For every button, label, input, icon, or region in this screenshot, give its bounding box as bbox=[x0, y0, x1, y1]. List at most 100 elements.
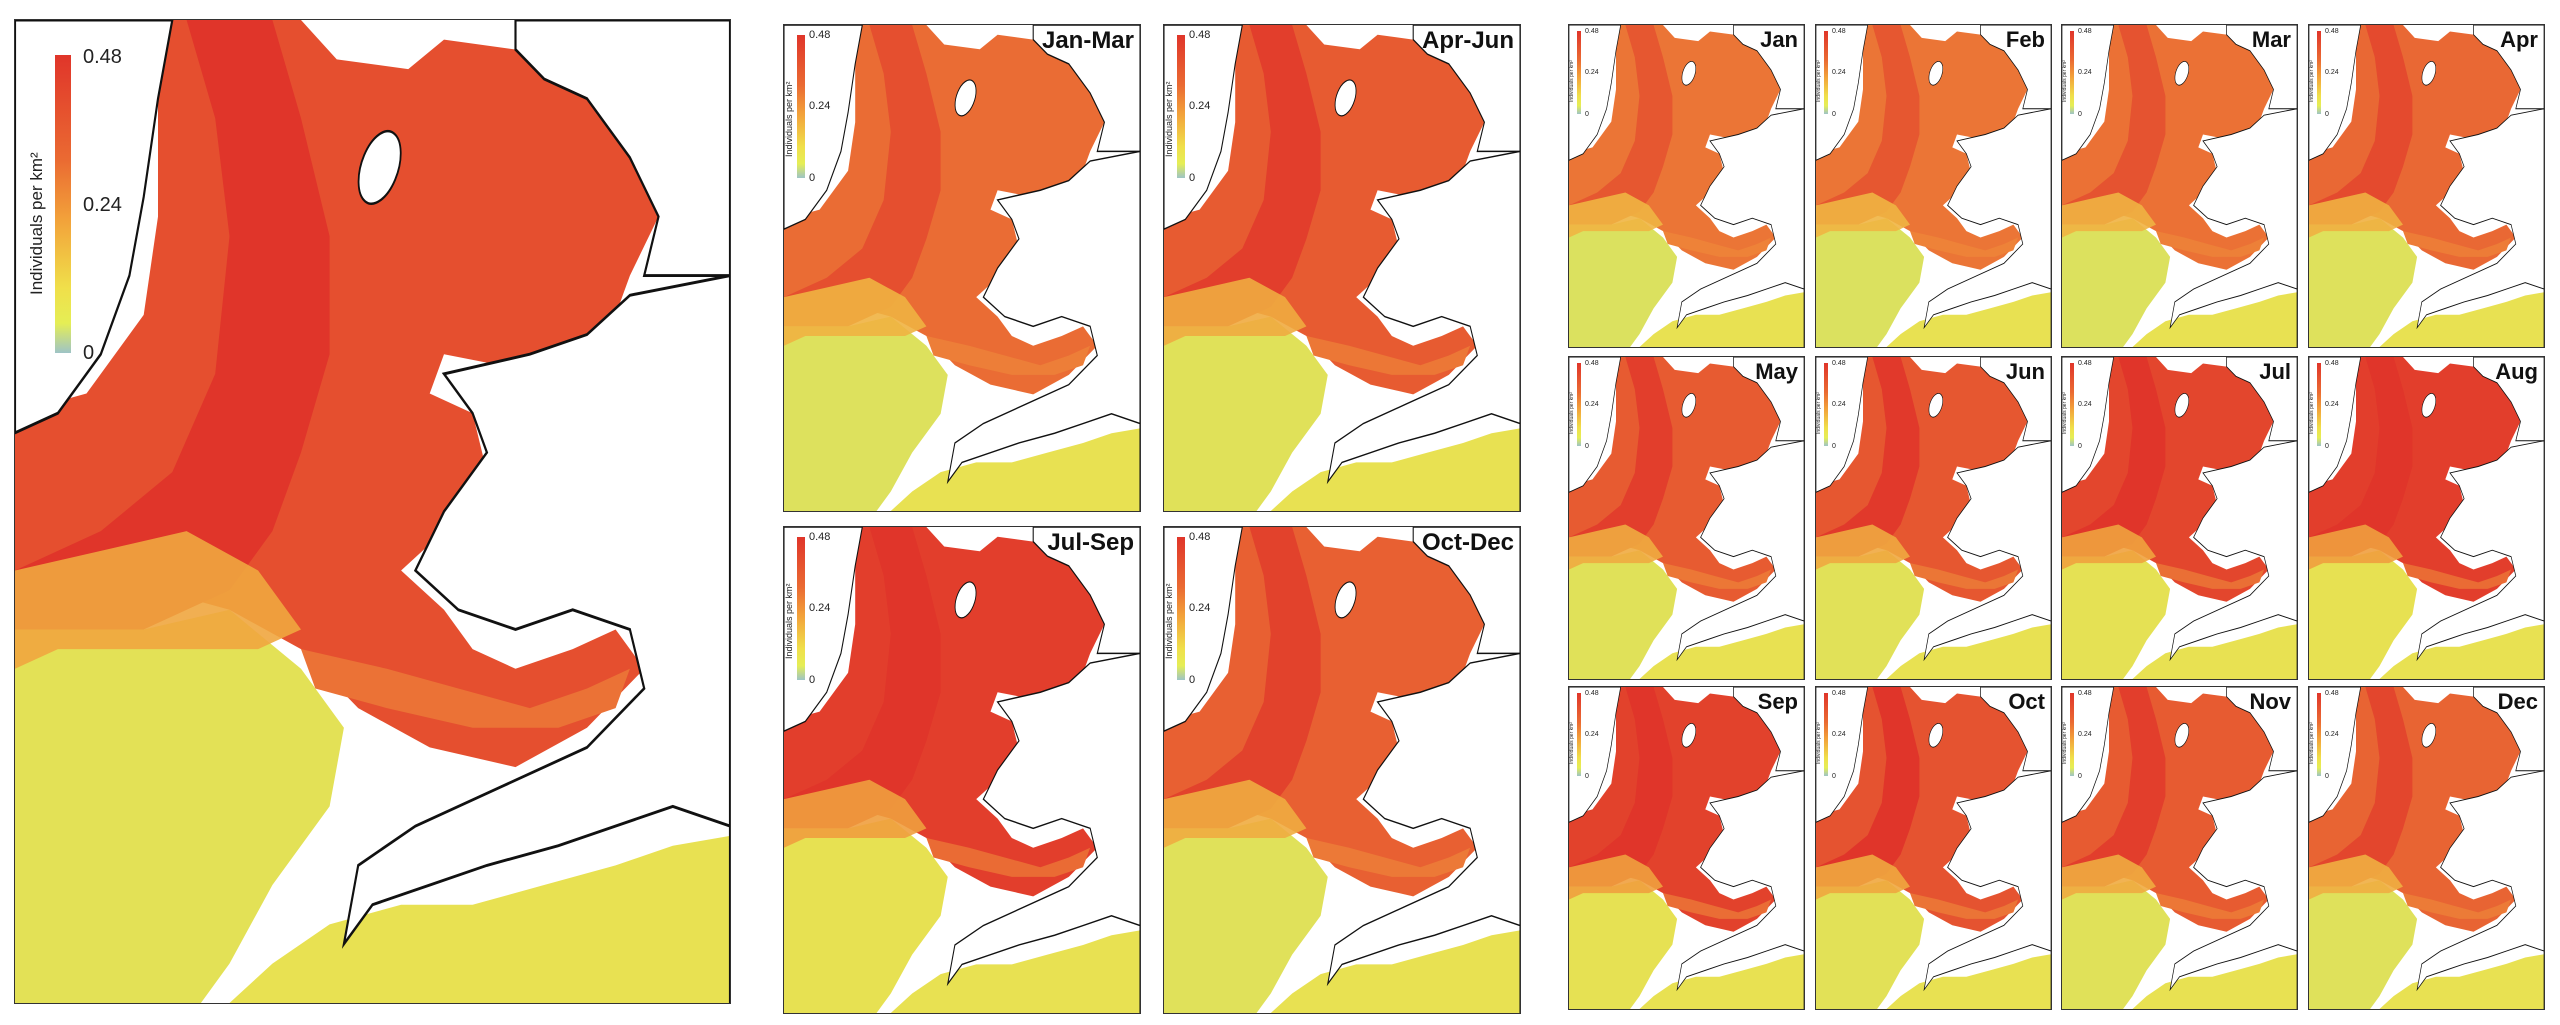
offshore-sea-area bbox=[2309, 218, 2418, 347]
island bbox=[1928, 61, 1944, 86]
legend-mid-label: 0.24 bbox=[1189, 602, 1211, 614]
central-channel-sea-area bbox=[1816, 25, 1920, 225]
western-land bbox=[2062, 687, 2115, 823]
northern-land bbox=[2473, 25, 2544, 110]
legend-max-label: 0.48 bbox=[1832, 690, 1846, 697]
northern-land bbox=[2226, 357, 2297, 442]
map-period-label: Jul-Sep bbox=[1047, 529, 1134, 556]
map-period-label: Oct-Dec bbox=[1421, 529, 1514, 556]
legend-mid-label: 0.24 bbox=[1832, 69, 1846, 76]
southern-coastal-sea bbox=[1639, 292, 1804, 347]
legend-colour-bar bbox=[1177, 35, 1185, 178]
legend-unit-label: Individuals per km² bbox=[2309, 60, 2315, 102]
central-channel-sea-area bbox=[1569, 687, 1673, 887]
legend-min-label: 0 bbox=[809, 172, 816, 184]
island bbox=[2174, 723, 2190, 748]
island bbox=[1681, 723, 1697, 748]
legend-mid-label: 0.24 bbox=[83, 194, 122, 216]
estuary-sea-area bbox=[1663, 231, 1772, 257]
legend-unit-label: Individuals per km² bbox=[1164, 583, 1174, 659]
central-channel-sea-area bbox=[2062, 687, 2166, 887]
northern-land bbox=[1980, 25, 2051, 110]
transition-sea-band bbox=[2309, 854, 2403, 900]
legend-min-label: 0 bbox=[2325, 111, 2329, 118]
western-land bbox=[2062, 25, 2115, 161]
seasonal-1-map-graphic bbox=[1164, 25, 1520, 511]
legend-colour-bar bbox=[1577, 363, 1581, 446]
legend-unit-label: Individuals per km² bbox=[2309, 722, 2315, 764]
legend-colour-bar bbox=[1824, 693, 1828, 776]
legend-max-label: 0.48 bbox=[2325, 690, 2339, 697]
legend-mid-label: 0.24 bbox=[809, 602, 831, 614]
legend-colour-bar bbox=[797, 537, 805, 680]
legend-min-label: 0 bbox=[809, 674, 816, 686]
coastline-land bbox=[2169, 108, 2297, 347]
legend-colour-bar bbox=[2070, 31, 2074, 114]
coastline-land bbox=[2416, 770, 2544, 1009]
map-period-label: Dec bbox=[2497, 689, 2538, 714]
legend-colour-bar bbox=[1824, 363, 1828, 446]
island bbox=[1928, 723, 1944, 748]
transition-sea-band bbox=[1569, 524, 1663, 570]
legend-max-label: 0.48 bbox=[83, 46, 122, 68]
coastline-land bbox=[1676, 440, 1804, 679]
transition-sea-band bbox=[15, 531, 301, 669]
legend-colour-bar bbox=[797, 35, 805, 178]
seasonal-2-map-graphic bbox=[784, 527, 1140, 1013]
northern-land bbox=[2473, 357, 2544, 442]
legend-colour-bar bbox=[1577, 693, 1581, 776]
monthly-4-map-graphic bbox=[1569, 357, 1804, 679]
offshore-sea-area bbox=[1816, 550, 1925, 679]
legend-min-label: 0 bbox=[2078, 443, 2082, 450]
legend-mid-label: 0.24 bbox=[2078, 731, 2092, 738]
legend-max-label: 0.48 bbox=[2078, 360, 2092, 367]
transition-sea-band bbox=[784, 277, 927, 346]
legend-max-label: 0.48 bbox=[2325, 360, 2339, 367]
monthly-8-map: 0.48 0.24 0 Individuals per km² Sep bbox=[1568, 686, 1805, 1010]
legend-max-label: 0.48 bbox=[2078, 690, 2092, 697]
offshore-sea-area bbox=[2309, 550, 2418, 679]
map-period-label: Jan bbox=[1760, 27, 1798, 52]
northern-land bbox=[1733, 357, 1804, 442]
monthly-7-map: 0.48 0.24 0 Individuals per km² Aug bbox=[2308, 356, 2545, 680]
transition-sea-band bbox=[1569, 854, 1663, 900]
estuary-sea-area bbox=[1663, 893, 1772, 919]
western-land bbox=[1569, 687, 1622, 823]
western-land bbox=[1816, 687, 1869, 823]
legend-max-label: 0.48 bbox=[1585, 360, 1599, 367]
map-period-label: Jun bbox=[2005, 359, 2045, 384]
legend-colour-bar bbox=[2070, 693, 2074, 776]
legend-mid-label: 0.24 bbox=[809, 100, 831, 112]
legend-unit-label: Individuals per km² bbox=[784, 583, 794, 659]
legend-mid-label: 0.24 bbox=[2325, 401, 2339, 408]
legend-unit-label: Individuals per km² bbox=[2062, 722, 2068, 764]
western-land bbox=[2062, 357, 2115, 493]
map-period-label: Mar bbox=[2251, 27, 2291, 52]
estuary-sea-area bbox=[2156, 231, 2265, 257]
monthly-8-map-graphic bbox=[1569, 687, 1804, 1009]
island bbox=[954, 79, 977, 117]
central-channel-sea-area bbox=[1569, 25, 1673, 225]
central-channel-sea-area bbox=[1569, 357, 1673, 557]
transition-sea-band bbox=[1816, 854, 1910, 900]
monthly-6-map: 0.48 0.24 0 Individuals per km² Jul bbox=[2061, 356, 2298, 680]
northern-land bbox=[1412, 527, 1520, 655]
offshore-sea-area bbox=[784, 316, 948, 511]
estuary-sea-area bbox=[2403, 231, 2512, 257]
northern-land bbox=[1733, 25, 1804, 110]
transition-sea-band bbox=[1164, 277, 1307, 346]
legend-min-label: 0 bbox=[1189, 172, 1196, 184]
central-channel-sea-area bbox=[2062, 25, 2166, 225]
coastline-land bbox=[1676, 108, 1804, 347]
monthly-0-map: 0.48 0.24 0 Individuals per km² Jan bbox=[1568, 24, 1805, 348]
southern-coastal-sea bbox=[890, 930, 1140, 1013]
legend-max-label: 0.48 bbox=[2078, 28, 2092, 35]
legend-min-label: 0 bbox=[2325, 773, 2329, 780]
monthly-9-map: 0.48 0.24 0 Individuals per km² Oct bbox=[1815, 686, 2052, 1010]
southern-coastal-sea bbox=[1639, 624, 1804, 679]
monthly-5-map-graphic bbox=[1816, 357, 2051, 679]
island bbox=[2421, 393, 2437, 418]
legend-colour-bar bbox=[2317, 31, 2321, 114]
northern-land bbox=[2473, 687, 2544, 772]
coastline-land bbox=[1923, 440, 2051, 679]
